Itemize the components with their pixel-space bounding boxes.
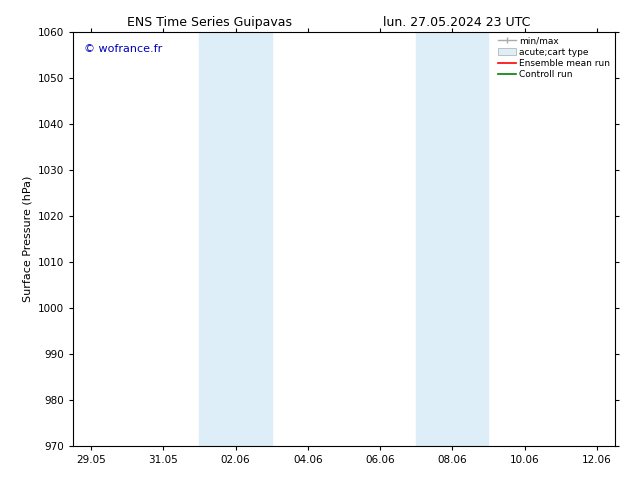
Bar xyxy=(200,32,272,446)
Y-axis label: Surface Pressure (hPa): Surface Pressure (hPa) xyxy=(22,176,32,302)
Text: lun. 27.05.2024 23 UTC: lun. 27.05.2024 23 UTC xyxy=(383,16,530,29)
Text: ENS Time Series Guipavas: ENS Time Series Guipavas xyxy=(127,16,292,29)
Bar xyxy=(417,32,489,446)
Legend: min/max, acute;cart type, Ensemble mean run, Controll run: min/max, acute;cart type, Ensemble mean … xyxy=(496,35,612,81)
Text: © wofrance.fr: © wofrance.fr xyxy=(84,44,162,54)
